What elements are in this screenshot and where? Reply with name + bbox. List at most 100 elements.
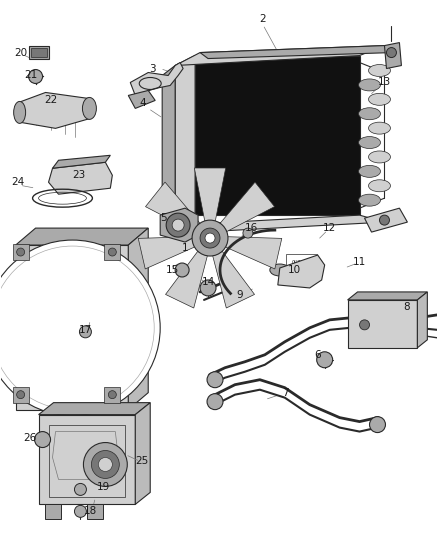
Polygon shape: [226, 237, 282, 269]
Ellipse shape: [359, 136, 381, 149]
Text: 8: 8: [403, 302, 410, 312]
Circle shape: [317, 352, 332, 368]
Polygon shape: [175, 215, 385, 232]
Ellipse shape: [368, 93, 390, 106]
Polygon shape: [16, 245, 128, 410]
Polygon shape: [175, 55, 195, 225]
Circle shape: [79, 326, 92, 338]
Polygon shape: [135, 402, 150, 504]
Bar: [13, 386, 28, 402]
Text: 17: 17: [79, 325, 92, 335]
Polygon shape: [49, 162, 112, 194]
Text: 4: 4: [140, 99, 147, 108]
Polygon shape: [128, 91, 155, 108]
Polygon shape: [348, 300, 417, 348]
Text: 12: 12: [323, 223, 336, 233]
Bar: [104, 244, 120, 260]
Polygon shape: [194, 168, 226, 221]
Text: 7: 7: [283, 387, 289, 398]
Ellipse shape: [359, 194, 381, 206]
Polygon shape: [28, 46, 49, 59]
Polygon shape: [19, 92, 90, 128]
Circle shape: [360, 320, 370, 330]
Polygon shape: [45, 504, 60, 519]
Polygon shape: [417, 292, 427, 348]
Ellipse shape: [359, 108, 381, 120]
Text: 23: 23: [72, 170, 85, 180]
Bar: [104, 386, 120, 402]
Text: 14: 14: [201, 277, 215, 287]
Polygon shape: [200, 46, 392, 59]
Ellipse shape: [368, 122, 390, 134]
Text: 3: 3: [149, 63, 155, 74]
Ellipse shape: [82, 98, 96, 119]
Text: OUTLET: OUTLET: [292, 260, 311, 264]
Polygon shape: [145, 182, 200, 231]
Circle shape: [99, 457, 112, 472]
Circle shape: [92, 450, 119, 479]
Text: 9: 9: [237, 290, 243, 300]
Circle shape: [207, 372, 223, 387]
Circle shape: [17, 391, 25, 399]
Polygon shape: [278, 255, 325, 288]
Polygon shape: [364, 208, 407, 232]
Circle shape: [205, 233, 215, 243]
Text: 10: 10: [288, 265, 301, 275]
Circle shape: [28, 69, 42, 84]
Text: 15: 15: [166, 265, 179, 275]
Polygon shape: [220, 182, 275, 231]
Bar: [13, 244, 28, 260]
Polygon shape: [348, 292, 427, 300]
Polygon shape: [128, 228, 148, 410]
Circle shape: [192, 220, 228, 256]
Polygon shape: [385, 43, 401, 69]
Bar: [31, 47, 46, 56]
Circle shape: [243, 228, 253, 238]
Polygon shape: [53, 155, 110, 168]
Circle shape: [200, 280, 216, 296]
Circle shape: [74, 505, 86, 518]
Ellipse shape: [368, 64, 390, 77]
Circle shape: [166, 213, 190, 237]
Circle shape: [175, 263, 189, 277]
Circle shape: [370, 417, 385, 433]
Circle shape: [108, 248, 117, 256]
Polygon shape: [88, 504, 103, 519]
Text: 13: 13: [378, 77, 391, 87]
Polygon shape: [138, 237, 194, 269]
Text: 18: 18: [84, 506, 97, 516]
Polygon shape: [39, 402, 150, 415]
Ellipse shape: [359, 79, 381, 91]
Polygon shape: [175, 46, 385, 66]
Circle shape: [200, 228, 220, 248]
Polygon shape: [162, 66, 175, 235]
Ellipse shape: [270, 264, 290, 276]
Text: 2: 2: [260, 14, 266, 23]
Polygon shape: [130, 62, 183, 95]
Ellipse shape: [368, 180, 390, 192]
Text: 1: 1: [182, 243, 188, 253]
Text: 22: 22: [44, 95, 57, 106]
Text: INLET: INLET: [177, 131, 193, 136]
Circle shape: [379, 215, 389, 225]
Text: 21: 21: [24, 70, 37, 80]
Circle shape: [172, 219, 184, 231]
Ellipse shape: [14, 101, 25, 123]
Polygon shape: [39, 415, 135, 504]
Text: 24: 24: [11, 177, 24, 187]
Text: 11: 11: [353, 257, 366, 267]
Text: 26: 26: [23, 433, 36, 442]
Circle shape: [83, 442, 127, 487]
Text: 5: 5: [160, 213, 166, 223]
Circle shape: [35, 432, 50, 448]
Text: 25: 25: [136, 456, 149, 466]
Ellipse shape: [359, 165, 381, 177]
Polygon shape: [166, 251, 207, 308]
Circle shape: [207, 394, 223, 410]
Circle shape: [108, 391, 117, 399]
Text: 6: 6: [314, 350, 321, 360]
Circle shape: [17, 248, 25, 256]
Polygon shape: [195, 55, 360, 215]
Text: 16: 16: [245, 223, 258, 233]
Circle shape: [386, 47, 396, 58]
